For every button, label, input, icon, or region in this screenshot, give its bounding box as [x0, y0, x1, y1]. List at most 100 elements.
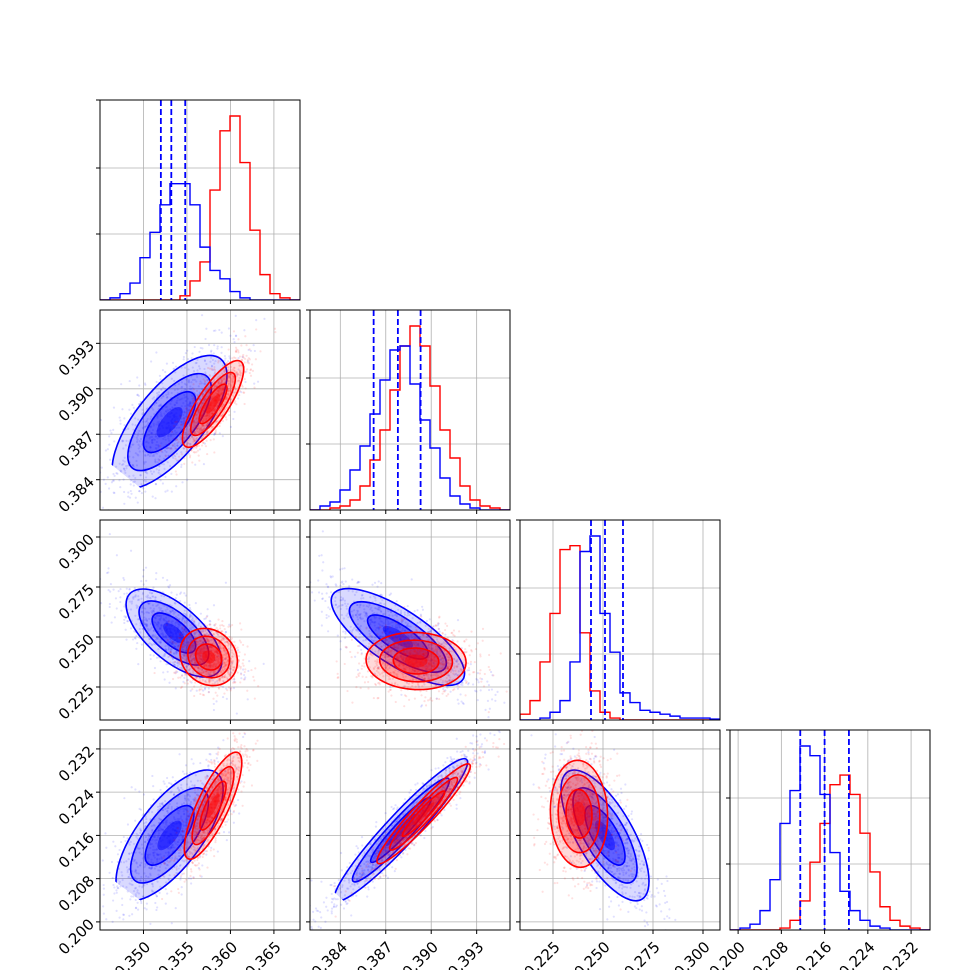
scatter-point-blue: [327, 606, 330, 609]
scatter-point-blue: [320, 554, 323, 557]
scatter-point-blue: [143, 462, 146, 465]
scatter-point-blue: [210, 349, 213, 352]
scatter-point-red: [234, 681, 237, 684]
scatter-point-blue: [400, 693, 403, 696]
scatter-point-blue: [130, 492, 133, 495]
scatter-point-red: [240, 673, 243, 676]
scatter-point-blue: [129, 483, 132, 486]
scatter-point-red: [167, 620, 170, 623]
scatter-point-blue: [175, 593, 178, 596]
scatter-point-red: [379, 626, 382, 629]
scatter-point-blue: [177, 383, 181, 386]
y-tick-label: 0.275: [55, 580, 98, 623]
scatter-point-red: [169, 650, 172, 653]
scatter-point-red: [361, 675, 364, 678]
scatter-point-blue: [109, 429, 112, 432]
scatter-point-blue: [97, 493, 99, 495]
scatter-point-red: [488, 668, 491, 672]
scatter-point-blue: [120, 609, 123, 612]
scatter-point-blue: [203, 359, 207, 363]
scatter-point-red: [229, 625, 232, 628]
scatter-point-red: [259, 350, 262, 353]
scatter-point-blue: [170, 446, 173, 450]
scatter-point-blue: [125, 587, 128, 590]
scatter-point-red: [214, 429, 217, 432]
scatter-point-red: [394, 700, 397, 704]
scatter-point-blue: [467, 683, 470, 686]
scatter-point-blue: [167, 585, 170, 588]
scatter-point-blue: [208, 619, 211, 622]
scatter-point-red: [219, 624, 222, 627]
scatter-point-red: [242, 353, 245, 357]
scatter-point-red: [182, 630, 185, 634]
scatter-point-blue: [131, 403, 134, 406]
scatter-point-blue: [321, 569, 324, 572]
scatter-point-blue: [252, 344, 255, 347]
scatter-point-blue: [164, 475, 167, 478]
scatter-point-blue: [175, 485, 178, 488]
scatter-point-blue: [138, 489, 141, 493]
scatter-point-red: [232, 330, 236, 333]
scatter-point-red: [237, 338, 240, 341]
scatter-point-blue: [201, 347, 204, 350]
scatter-point-blue: [242, 668, 245, 671]
scatter-point-red: [360, 653, 363, 656]
scatter-point-blue: [108, 602, 111, 606]
scatter-point-red: [221, 630, 224, 633]
scatter-point-blue: [135, 634, 138, 637]
scatter-point-blue: [132, 465, 135, 468]
scatter-point-blue: [123, 490, 126, 494]
scatter-point-red: [415, 629, 418, 632]
scatter-point-blue: [119, 600, 122, 604]
scatter-point-blue: [182, 420, 186, 423]
scatter-point-red: [242, 643, 245, 647]
scatter-point-blue: [325, 613, 328, 617]
scatter-point-blue: [223, 354, 227, 358]
scatter-point-blue: [128, 379, 131, 383]
scatter-point-red: [417, 626, 420, 629]
scatter-point-red: [194, 394, 197, 397]
scatter-point-blue: [104, 449, 108, 452]
scatter-point-blue: [159, 473, 162, 476]
scatter-point-blue: [101, 506, 105, 509]
scatter-point-red: [414, 626, 417, 629]
y-tick-label: 0.225: [55, 680, 98, 723]
scatter-point-blue: [371, 583, 374, 586]
scatter-point-red: [234, 356, 237, 360]
scatter-point-red: [435, 697, 438, 700]
scatter-point-red: [191, 401, 194, 404]
scatter-point-red: [177, 661, 180, 664]
scatter-point-red: [239, 681, 242, 684]
y-tick-label: 0.384: [55, 473, 98, 516]
scatter-point-red: [403, 617, 406, 620]
scatter-point-red: [178, 637, 182, 640]
scatter-point-blue: [202, 463, 206, 466]
scatter-point-blue: [130, 534, 132, 536]
scatter-point-blue: [176, 399, 179, 402]
scatter-point-red: [217, 361, 220, 364]
scatter-point-red: [225, 418, 228, 421]
scatter-point-red: [244, 668, 247, 671]
scatter-point-red: [478, 672, 482, 675]
scatter-point-blue: [425, 619, 428, 623]
scatter-point-red: [396, 619, 399, 622]
scatter-point-red: [183, 462, 186, 465]
scatter-point-blue: [343, 636, 347, 639]
scatter-point-red: [236, 646, 239, 649]
scatter-point-blue: [322, 561, 325, 564]
scatter-point-blue: [215, 700, 218, 703]
scatter-point-blue: [186, 478, 189, 481]
scatter-point-red: [254, 667, 257, 670]
scatter-point-blue: [212, 329, 216, 332]
scatter-point-blue: [406, 604, 409, 608]
scatter-point-blue: [112, 428, 115, 432]
scatter-point-blue: [97, 594, 99, 596]
scatter-point-blue: [421, 605, 424, 608]
scatter-point-blue: [122, 478, 125, 481]
scatter-point-blue: [136, 641, 139, 645]
scatter-point-red: [238, 389, 242, 393]
y-tick-label: 0.393: [55, 337, 98, 380]
scatter-point-red: [479, 655, 482, 658]
scatter-point-blue: [144, 490, 147, 493]
scatter-point-blue: [184, 352, 187, 355]
